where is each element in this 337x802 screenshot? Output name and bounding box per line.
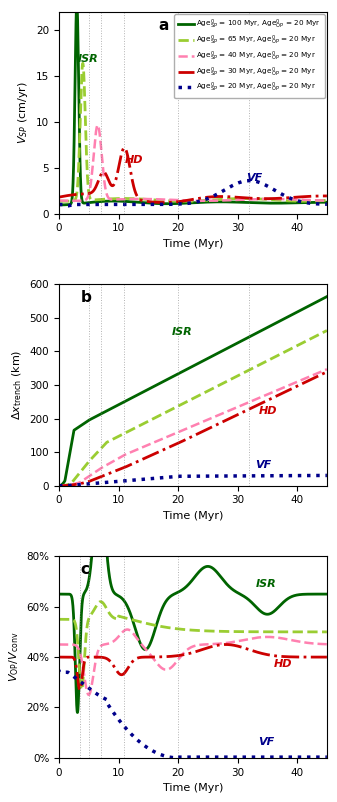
Text: VF: VF bbox=[246, 172, 263, 183]
Text: b: b bbox=[81, 290, 91, 306]
Text: a: a bbox=[158, 18, 168, 33]
Text: VF: VF bbox=[255, 460, 272, 470]
Text: ISR: ISR bbox=[78, 55, 99, 64]
Text: HD: HD bbox=[124, 156, 143, 165]
Text: ISR: ISR bbox=[255, 578, 276, 589]
Text: VF: VF bbox=[258, 737, 275, 747]
Y-axis label: $V_{\rm OP}/V_{\rm conv}$: $V_{\rm OP}/V_{\rm conv}$ bbox=[7, 632, 21, 683]
Text: HD: HD bbox=[273, 659, 292, 669]
X-axis label: Time (Myr): Time (Myr) bbox=[163, 239, 223, 249]
Y-axis label: $V_{SP}$ (cm/yr): $V_{SP}$ (cm/yr) bbox=[17, 82, 30, 144]
X-axis label: Time (Myr): Time (Myr) bbox=[163, 511, 223, 521]
Legend: Age$^0_{\rm SP}$ = 100 Myr, Age$^0_{\rm OP}$ = 20 Myr, Age$^0_{\rm SP}$ = 65 Myr: Age$^0_{\rm SP}$ = 100 Myr, Age$^0_{\rm … bbox=[174, 14, 325, 98]
X-axis label: Time (Myr): Time (Myr) bbox=[163, 784, 223, 793]
Text: c: c bbox=[81, 562, 89, 577]
Text: HD: HD bbox=[258, 406, 277, 415]
Y-axis label: $\Delta x_{\rm trench}$ (km): $\Delta x_{\rm trench}$ (km) bbox=[10, 350, 24, 420]
Text: ISR: ISR bbox=[172, 326, 193, 337]
